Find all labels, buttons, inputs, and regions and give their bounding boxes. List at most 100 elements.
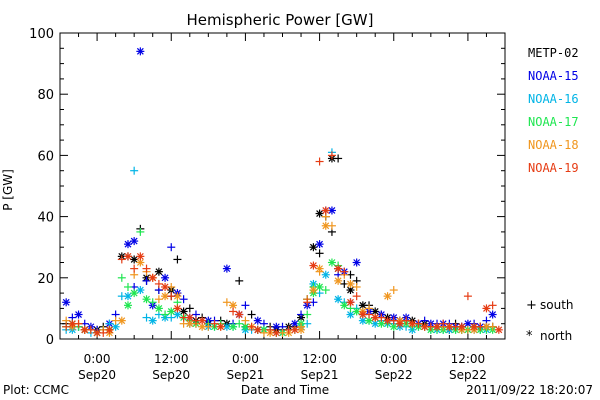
south-point	[123, 282, 132, 291]
x-axis-label: Date and Time	[241, 383, 329, 397]
north-point	[470, 322, 479, 331]
south-point	[321, 286, 330, 295]
x-tick-time: 12:00	[302, 352, 337, 366]
north-point	[334, 295, 343, 304]
north-point	[445, 322, 454, 331]
north-point	[154, 267, 163, 276]
south-point	[247, 322, 256, 331]
north-point	[482, 304, 491, 313]
x-tick-time: 12:00	[451, 352, 486, 366]
x-tick-date: Sep20	[78, 368, 116, 382]
north-point	[321, 206, 330, 215]
legend-item: NOAA-18	[528, 138, 579, 152]
north-point	[161, 273, 170, 282]
north-point	[315, 209, 324, 218]
north-point	[123, 292, 132, 301]
south-point	[389, 286, 398, 295]
north-point	[334, 264, 343, 273]
north-point	[167, 307, 176, 316]
south-point	[247, 310, 256, 319]
x-tick-date: Sep21	[226, 368, 264, 382]
legend-item: NOAA-15	[528, 69, 579, 83]
north-point	[315, 240, 324, 249]
north-point	[457, 322, 466, 331]
x-tick-time: 0:00	[232, 352, 259, 366]
north-point	[352, 258, 361, 267]
north-point	[346, 298, 355, 307]
south-point	[402, 316, 411, 325]
south-point	[352, 292, 361, 301]
north-point	[173, 304, 182, 313]
north-point	[371, 313, 380, 322]
south-point	[136, 227, 145, 236]
south-point	[340, 267, 349, 276]
south-point	[142, 264, 151, 273]
south-point	[185, 304, 194, 313]
north-point	[327, 206, 336, 215]
south-point	[303, 298, 312, 307]
plot-frame	[59, 32, 506, 340]
north-point	[395, 319, 404, 328]
north-point	[130, 237, 139, 246]
x-tick-date: Sep20	[152, 368, 190, 382]
data-points	[62, 47, 503, 337]
south-point	[148, 298, 157, 307]
legend-item: NOAA-17	[528, 115, 579, 129]
north-point	[161, 282, 170, 291]
south-point	[241, 316, 250, 325]
north-point	[130, 255, 139, 264]
y-tick-label: 40	[37, 211, 54, 226]
south-point	[161, 310, 170, 319]
north-point	[315, 282, 324, 291]
y-tick-label: 20	[37, 272, 54, 287]
north-point	[321, 221, 330, 230]
north-point	[297, 325, 306, 334]
north-point	[123, 240, 132, 249]
south-point	[229, 307, 238, 316]
north-point	[315, 264, 324, 273]
south-point	[488, 301, 497, 310]
north-point	[358, 310, 367, 319]
south-point	[154, 295, 163, 304]
marker-legend: + south * north	[526, 298, 574, 344]
marker-symbol: +	[526, 298, 537, 313]
north-point	[321, 270, 330, 279]
south-point	[463, 292, 472, 301]
north-point	[253, 316, 262, 325]
north-point	[148, 273, 157, 282]
x-tick-time: 0:00	[84, 352, 111, 366]
x-tick-date: Sep21	[301, 368, 339, 382]
south-point	[130, 264, 139, 273]
north-point	[80, 325, 89, 334]
north-point	[253, 325, 262, 334]
north-point	[346, 279, 355, 288]
x-tick-date: Sep22	[449, 368, 487, 382]
north-point	[185, 313, 194, 322]
y-tick-label: 100	[29, 27, 54, 42]
north-point	[488, 310, 497, 319]
north-point	[105, 325, 114, 334]
north-point	[136, 286, 145, 295]
north-point	[433, 322, 442, 331]
north-point	[290, 325, 299, 334]
south-point	[179, 295, 188, 304]
south-point	[117, 273, 126, 282]
north-point	[154, 304, 163, 313]
y-tick-label: 80	[37, 88, 54, 103]
north-point	[309, 243, 318, 252]
north-point	[123, 252, 132, 261]
marker-label: south	[540, 298, 574, 312]
south-point	[167, 243, 176, 252]
north-point	[309, 286, 318, 295]
x-axis: 0:00 Sep20 12:00 Sep20 0:00 Sep21 12:00 Sep21 0:…	[59, 33, 506, 382]
south-point	[352, 282, 361, 291]
north-point	[130, 289, 139, 298]
north-point	[272, 328, 281, 337]
south-point	[303, 310, 312, 319]
x-tick-time: 12:00	[154, 352, 189, 366]
north-point	[198, 316, 207, 325]
north-point	[136, 47, 145, 56]
north-point	[235, 310, 244, 319]
north-point	[383, 316, 392, 325]
north-point	[136, 252, 145, 261]
